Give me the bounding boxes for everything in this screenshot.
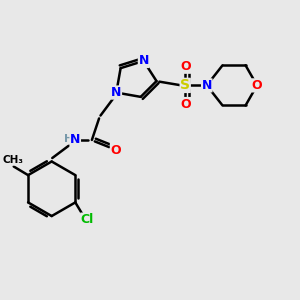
Text: N: N [70, 134, 80, 146]
Text: O: O [180, 60, 190, 73]
Text: O: O [252, 79, 262, 92]
Text: O: O [110, 143, 121, 157]
Text: N: N [111, 86, 122, 99]
Text: CH₃: CH₃ [3, 155, 24, 165]
Text: H: H [64, 134, 74, 144]
Text: O: O [180, 98, 190, 111]
Text: N: N [202, 79, 212, 92]
Text: N: N [138, 55, 149, 68]
Text: S: S [180, 78, 190, 92]
Text: Cl: Cl [81, 213, 94, 226]
